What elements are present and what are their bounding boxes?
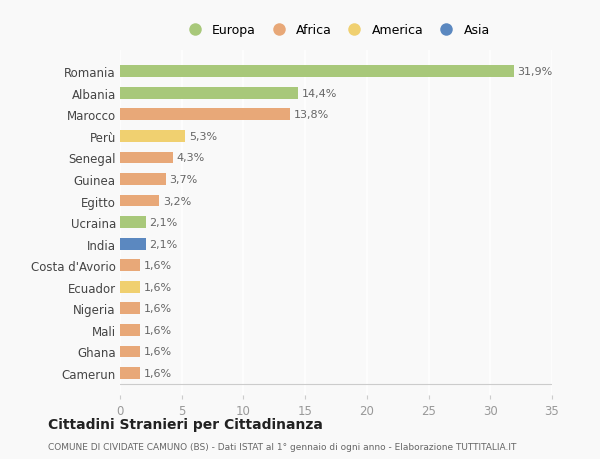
- Bar: [120, 131, 185, 142]
- Text: 3,7%: 3,7%: [169, 174, 197, 185]
- Bar: [120, 260, 140, 272]
- Text: 2,1%: 2,1%: [149, 239, 178, 249]
- Text: 14,4%: 14,4%: [301, 89, 337, 99]
- Bar: [120, 88, 298, 100]
- Bar: [120, 66, 514, 78]
- Text: 13,8%: 13,8%: [294, 110, 329, 120]
- Bar: [120, 324, 140, 336]
- Bar: [120, 346, 140, 358]
- Bar: [120, 238, 146, 250]
- Text: 2,1%: 2,1%: [149, 218, 178, 228]
- Text: Cittadini Stranieri per Cittadinanza: Cittadini Stranieri per Cittadinanza: [48, 417, 323, 431]
- Bar: [120, 174, 166, 185]
- Text: 3,2%: 3,2%: [163, 196, 191, 206]
- Bar: [120, 195, 160, 207]
- Text: 1,6%: 1,6%: [143, 325, 172, 335]
- Text: 31,9%: 31,9%: [517, 67, 553, 77]
- Bar: [120, 281, 140, 293]
- Text: 1,6%: 1,6%: [143, 304, 172, 313]
- Text: 5,3%: 5,3%: [189, 132, 217, 141]
- Bar: [120, 109, 290, 121]
- Text: 1,6%: 1,6%: [143, 368, 172, 378]
- Text: 4,3%: 4,3%: [177, 153, 205, 163]
- Bar: [120, 217, 146, 229]
- Text: COMUNE DI CIVIDATE CAMUNO (BS) - Dati ISTAT al 1° gennaio di ogni anno - Elabora: COMUNE DI CIVIDATE CAMUNO (BS) - Dati IS…: [48, 442, 517, 451]
- Text: 1,6%: 1,6%: [143, 282, 172, 292]
- Bar: [120, 152, 173, 164]
- Bar: [120, 367, 140, 379]
- Legend: Europa, Africa, America, Asia: Europa, Africa, America, Asia: [177, 19, 495, 42]
- Text: 1,6%: 1,6%: [143, 261, 172, 271]
- Text: 1,6%: 1,6%: [143, 347, 172, 357]
- Bar: [120, 303, 140, 314]
